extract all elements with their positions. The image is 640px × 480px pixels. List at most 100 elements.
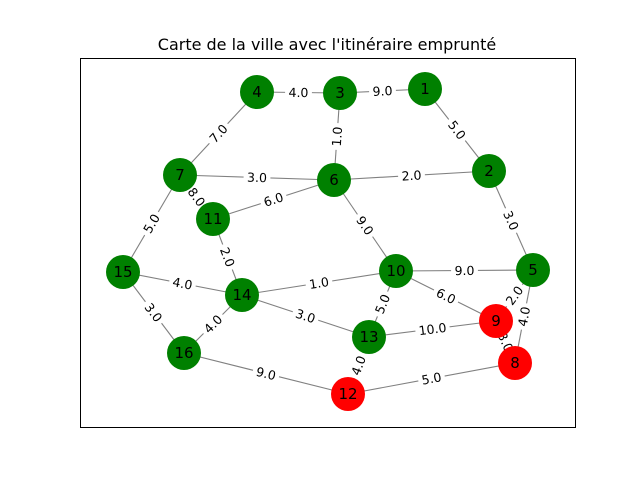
node-label: 1 <box>420 80 430 98</box>
node-14: 14 <box>225 278 259 312</box>
edge-label-11-14: 2.0 <box>215 241 240 273</box>
edge-label-background <box>215 241 240 273</box>
node-label: 6 <box>329 171 339 189</box>
node-circle <box>498 346 532 380</box>
node-circle <box>167 336 201 370</box>
edge-weight-label: 10.0 <box>418 320 448 338</box>
edge-label-background <box>430 282 462 310</box>
node-label: 5 <box>528 261 538 279</box>
node-13: 13 <box>352 320 386 354</box>
node-circle <box>379 254 413 288</box>
edge-label-background <box>304 273 334 293</box>
edge-label-background <box>442 114 472 146</box>
edge-weight-label: 9.0 <box>255 364 278 383</box>
edge-weight-label: 1.0 <box>329 126 345 147</box>
edge-weight-label: 4.0 <box>515 305 534 327</box>
node-label: 2 <box>484 162 494 180</box>
node-label: 4 <box>252 83 262 101</box>
edge-label-11-6: 6.0 <box>258 187 289 212</box>
node-circle <box>225 278 259 312</box>
node-label: 16 <box>174 344 193 362</box>
edge-label-background <box>258 187 289 212</box>
edge-label-10-5: 9.0 <box>451 262 478 279</box>
node-label: 10 <box>386 262 405 280</box>
edge-label-background <box>513 301 535 332</box>
edge-label-background <box>414 318 451 340</box>
node-2: 2 <box>472 154 506 188</box>
edge-label-12-8: 5.0 <box>416 368 447 389</box>
node-11: 11 <box>196 202 230 236</box>
node-circle <box>408 72 442 106</box>
figure-title: Carte de la ville avec l'itinéraire empr… <box>158 35 496 54</box>
node-9: 9 <box>479 304 513 338</box>
node-16: 16 <box>167 336 201 370</box>
edge-label-15-14: 4.0 <box>167 273 198 294</box>
edge-label-background <box>328 122 346 151</box>
edge-label-2-5: 3.0 <box>498 205 524 236</box>
node-label: 15 <box>113 263 132 281</box>
edge-label-14-10: 1.0 <box>304 273 334 293</box>
edge-label-background <box>139 296 168 329</box>
edge-weight-label: 2.0 <box>401 167 422 183</box>
edge-label-background <box>370 288 395 320</box>
edge-label-7-6: 3.0 <box>243 169 271 186</box>
node-label: 8 <box>510 354 520 372</box>
node-label: 7 <box>175 166 185 184</box>
edge-label-16-12: 9.0 <box>251 362 281 385</box>
node-circle <box>196 202 230 236</box>
node-label: 12 <box>338 385 357 403</box>
edge-label-background <box>451 262 478 279</box>
node-circle <box>163 158 197 192</box>
node-circle <box>479 304 513 338</box>
node-4: 4 <box>240 75 274 109</box>
node-circle <box>472 154 506 188</box>
node-8: 8 <box>498 346 532 380</box>
node-label: 14 <box>232 286 251 304</box>
plot-frame <box>80 58 576 428</box>
edge-weight-label: 5.0 <box>372 292 393 316</box>
node-circle <box>240 75 274 109</box>
node-7: 7 <box>163 158 197 192</box>
edge-weight-label: 9.0 <box>372 83 393 99</box>
edge-label-3-1: 9.0 <box>368 82 397 100</box>
edge-label-background <box>203 118 234 149</box>
edge-label-13-12: 4.0 <box>346 350 371 381</box>
edge-label-background <box>290 304 321 328</box>
edge-weight-label: 5.0 <box>420 369 442 387</box>
edge-label-background <box>346 350 371 381</box>
node-15: 15 <box>106 255 140 289</box>
node-circle <box>106 255 140 289</box>
edge-label-background <box>350 209 380 242</box>
edge-label-3-6: 1.0 <box>328 122 346 151</box>
edge-weight-label: 2.0 <box>217 245 238 269</box>
edge-weight-label: 3.0 <box>294 306 318 326</box>
node-10: 10 <box>379 254 413 288</box>
edge-label-14-13: 3.0 <box>290 304 321 328</box>
edge-label-10-9: 6.0 <box>430 282 462 310</box>
edge-label-5-8: 4.0 <box>513 301 535 332</box>
edge-weight-label: 4.0 <box>171 274 193 293</box>
edge-label-background <box>416 368 447 389</box>
edge-weight-label: 3.0 <box>500 208 522 232</box>
edge-label-background <box>197 308 229 340</box>
edge-weight-label: 1.0 <box>308 274 330 292</box>
node-5: 5 <box>516 253 550 287</box>
edge-label-16-14: 4.0 <box>197 308 229 340</box>
edge-label-background <box>167 273 198 294</box>
node-label: 3 <box>335 84 345 102</box>
edge-label-10-13: 5.0 <box>370 288 395 320</box>
edge-label-background <box>285 84 312 101</box>
edge-label-6-2: 2.0 <box>397 166 426 185</box>
node-1: 1 <box>408 72 442 106</box>
edge-weight-label: 9.0 <box>455 263 475 278</box>
node-circle <box>317 163 351 197</box>
node-circle <box>352 320 386 354</box>
node-label: 9 <box>491 312 501 330</box>
node-circle <box>331 377 365 411</box>
edge-weight-label: 4.0 <box>348 354 369 378</box>
node-12: 12 <box>331 377 365 411</box>
edge-weight-label: 6.0 <box>262 189 286 209</box>
